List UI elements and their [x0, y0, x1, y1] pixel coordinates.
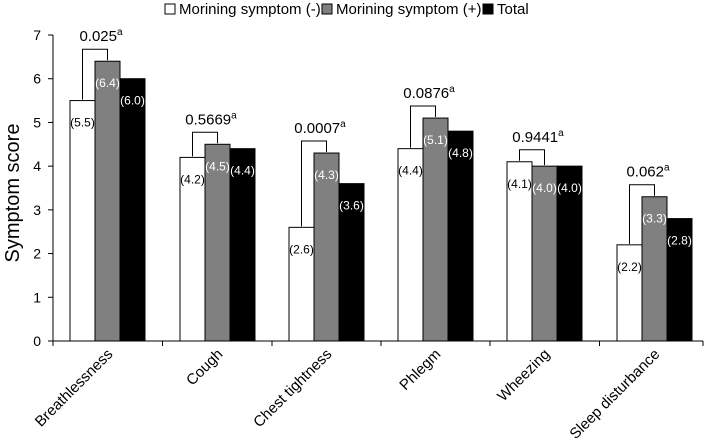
- p-value-number: 0.0876: [403, 85, 449, 102]
- y-axis-title: Symptom score: [2, 124, 24, 263]
- legend-label: Morining symptom (-): [179, 1, 321, 18]
- p-value-number: 0.9441: [512, 129, 558, 146]
- significance-bracket: [629, 184, 655, 244]
- bar-value-label: (6.4): [95, 76, 120, 90]
- bar-value-label: (5.1): [423, 133, 448, 147]
- p-value-number: 0.062: [626, 164, 664, 181]
- category-label: Phlegm: [396, 346, 444, 394]
- p-value-superscript: a: [558, 128, 564, 139]
- category-label: Breathlessness: [32, 346, 117, 431]
- legend: Morining symptom (-) Morining symptom (+)…: [164, 1, 529, 18]
- bar-value-label: (3.3): [642, 212, 667, 226]
- bar: [338, 183, 365, 342]
- bar: [531, 165, 558, 342]
- p-value-label: 0.062a: [626, 163, 670, 181]
- p-value-superscript: a: [664, 163, 670, 174]
- y-tick-label: 4: [33, 158, 41, 174]
- p-value-label: 0.0007a: [294, 119, 346, 137]
- p-value-label: 0.025a: [79, 27, 123, 45]
- significance-bracket: [519, 149, 545, 166]
- legend-item: Total: [482, 1, 529, 18]
- significance-bracket: [82, 48, 108, 100]
- y-tick-label: 7: [33, 27, 41, 43]
- p-value-number: 0.025: [79, 28, 117, 45]
- legend-item: Morining symptom (+): [321, 1, 481, 18]
- bar: [666, 218, 693, 342]
- bar-value-label: (5.5): [70, 116, 95, 130]
- bar-value-label: (4.3): [314, 168, 339, 182]
- bar-value-label: (4.4): [398, 164, 423, 178]
- significance-bracket: [410, 105, 436, 148]
- bar-value-label: (2.2): [617, 260, 642, 274]
- y-tick-label: 6: [33, 71, 41, 87]
- p-value-superscript: a: [449, 84, 455, 95]
- significance-bracket: [301, 140, 327, 227]
- bar-group: (4.4) (5.1)(4.8): [397, 117, 474, 342]
- bar-value-label: (4.4): [230, 164, 255, 178]
- category-label: Sleep disturbance: [566, 346, 663, 443]
- category-label: Chest tightness: [250, 346, 335, 431]
- bar-value-label: (4.1): [507, 177, 532, 191]
- y-tick-label: 0: [33, 333, 41, 349]
- y-tick-label: 2: [33, 246, 41, 262]
- p-value-label: 0.9441a: [512, 128, 564, 146]
- bar: [641, 196, 668, 342]
- category-label: Wheezing: [494, 346, 553, 405]
- bar-value-label: (6.0): [120, 94, 145, 108]
- bar-group: (4.1) (4.0) (4.0): [506, 161, 583, 342]
- legend-swatch: [321, 3, 333, 15]
- bar: [119, 78, 146, 342]
- p-value-number: 0.5669: [185, 111, 231, 128]
- legend-swatch: [164, 3, 176, 15]
- bar-group: (4.2)(4.5) (4.4): [179, 143, 256, 342]
- bars: (5.5)(6.4)(6.0)(4.2)(4.5) (4.4)(2.6)(4.3)…: [69, 60, 693, 342]
- p-value-label: 0.0876a: [403, 84, 455, 102]
- bar-value-label: (2.8): [667, 234, 692, 248]
- significance-bracket: [192, 131, 218, 157]
- bar-value-label: (2.6): [289, 242, 314, 256]
- bar: [397, 148, 424, 342]
- bar: [447, 130, 474, 342]
- bar: [422, 117, 449, 342]
- bar: [313, 152, 340, 342]
- bar-value-label: (4.5): [205, 159, 230, 173]
- bar: [616, 244, 643, 342]
- legend-label: Morining symptom (+): [336, 1, 481, 18]
- bar-group: (2.6) (4.3) (3.6): [288, 152, 365, 342]
- p-value-superscript: a: [231, 110, 237, 121]
- legend-swatch: [482, 3, 494, 15]
- p-value-superscript: a: [340, 119, 346, 130]
- category-label: Cough: [183, 346, 226, 389]
- bar-value-label: (4.0): [557, 181, 582, 195]
- bar: [69, 100, 96, 342]
- bar-group: (5.5) (6.4)(6.0): [69, 60, 146, 342]
- bar: [229, 148, 256, 342]
- bar: [94, 60, 121, 342]
- bar-value-label: (4.0): [532, 181, 557, 195]
- bar-group: (2.2) (3.3)(2.8): [616, 196, 693, 342]
- bar: [204, 143, 231, 342]
- legend-item: Morining symptom (-): [164, 1, 321, 18]
- bar: [288, 226, 315, 342]
- bar: [556, 165, 583, 342]
- y-tick-label: 5: [33, 114, 41, 130]
- p-value-superscript: a: [117, 27, 123, 38]
- bar-value-label: (4.2): [180, 172, 205, 186]
- y-tick-label: 1: [33, 289, 41, 305]
- bar-value-label: (3.6): [339, 199, 364, 213]
- bar: [179, 156, 206, 342]
- p-value-label: 0.5669a: [185, 110, 237, 128]
- bar-value-label: (4.8): [448, 146, 473, 160]
- y-tick-label: 3: [33, 202, 41, 218]
- p-value-number: 0.0007: [294, 120, 340, 137]
- legend-label: Total: [497, 1, 529, 18]
